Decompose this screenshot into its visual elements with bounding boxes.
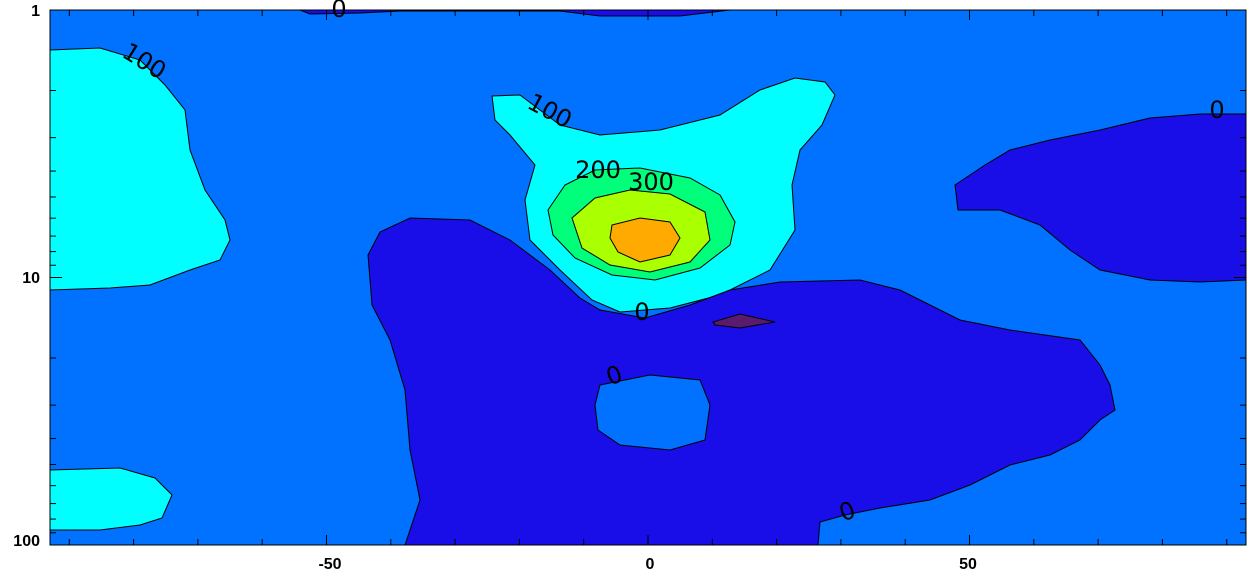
- contour-label: 0: [1209, 96, 1224, 124]
- contour-band-center-low: [367, 217, 1116, 545]
- contour-fill-group: [50, 10, 1246, 545]
- axis-ticks: [50, 9, 1246, 545]
- contour-band-400: [609, 217, 681, 263]
- contour-label: 300: [628, 168, 674, 196]
- y-tick-labels: 1 10 100: [13, 3, 40, 550]
- y-tick-label: 10: [22, 270, 40, 287]
- contour-band-east-low: [954, 113, 1246, 283]
- contour-label: 0: [331, 0, 346, 23]
- x-tick-label: -50: [318, 556, 341, 573]
- y-tick-label: 1: [31, 3, 40, 20]
- x-tick-label: 0: [646, 556, 655, 573]
- contour-band-minimum: [712, 313, 776, 329]
- contour-band-west-high: [50, 47, 231, 291]
- contour-band-center-hole: [594, 374, 711, 451]
- contour-label: 200: [575, 156, 621, 184]
- contour-labels: 100 100 200 300 0 0 0 0 0: [117, 0, 1224, 527]
- x-tick-labels: -50 0 50: [318, 556, 977, 573]
- contour-band-lowerleft-high: [50, 467, 173, 531]
- contour-label: 0: [634, 298, 649, 326]
- y-tick-label: 100: [13, 533, 40, 550]
- x-tick-label: 50: [959, 556, 977, 573]
